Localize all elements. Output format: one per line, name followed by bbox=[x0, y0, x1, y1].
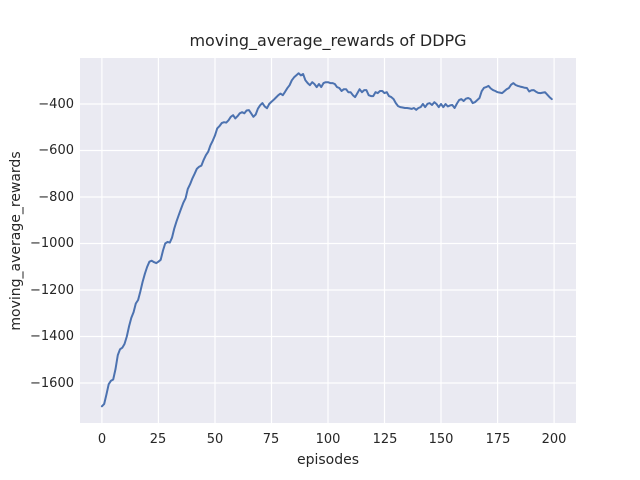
x-tick-label: 125 bbox=[372, 432, 398, 447]
y-tick-label: −800 bbox=[38, 190, 74, 205]
plot-area bbox=[80, 58, 576, 423]
y-tick-label: −400 bbox=[38, 97, 74, 112]
x-tick-label: 75 bbox=[262, 432, 280, 447]
plot-svg bbox=[80, 58, 576, 423]
x-tick-label: 150 bbox=[428, 432, 454, 447]
y-tick-label: −1600 bbox=[30, 376, 74, 391]
x-tick-label: 175 bbox=[485, 432, 511, 447]
y-tick-label: −600 bbox=[38, 143, 74, 158]
y-tick-label: −1000 bbox=[30, 236, 74, 251]
reward-line-series bbox=[100, 72, 553, 408]
x-axis-label: episodes bbox=[296, 452, 360, 468]
x-tick-label: 100 bbox=[315, 432, 341, 447]
y-tick-label: −1200 bbox=[30, 283, 74, 298]
chart-title: moving_average_rewards of DDPG bbox=[189, 31, 467, 50]
x-tick-label: 25 bbox=[149, 432, 167, 447]
x-tick-label: 0 bbox=[97, 432, 107, 447]
x-tick-label: 200 bbox=[541, 432, 567, 447]
x-tick-label: 50 bbox=[206, 432, 224, 447]
y-tick-label: −1400 bbox=[30, 329, 74, 344]
